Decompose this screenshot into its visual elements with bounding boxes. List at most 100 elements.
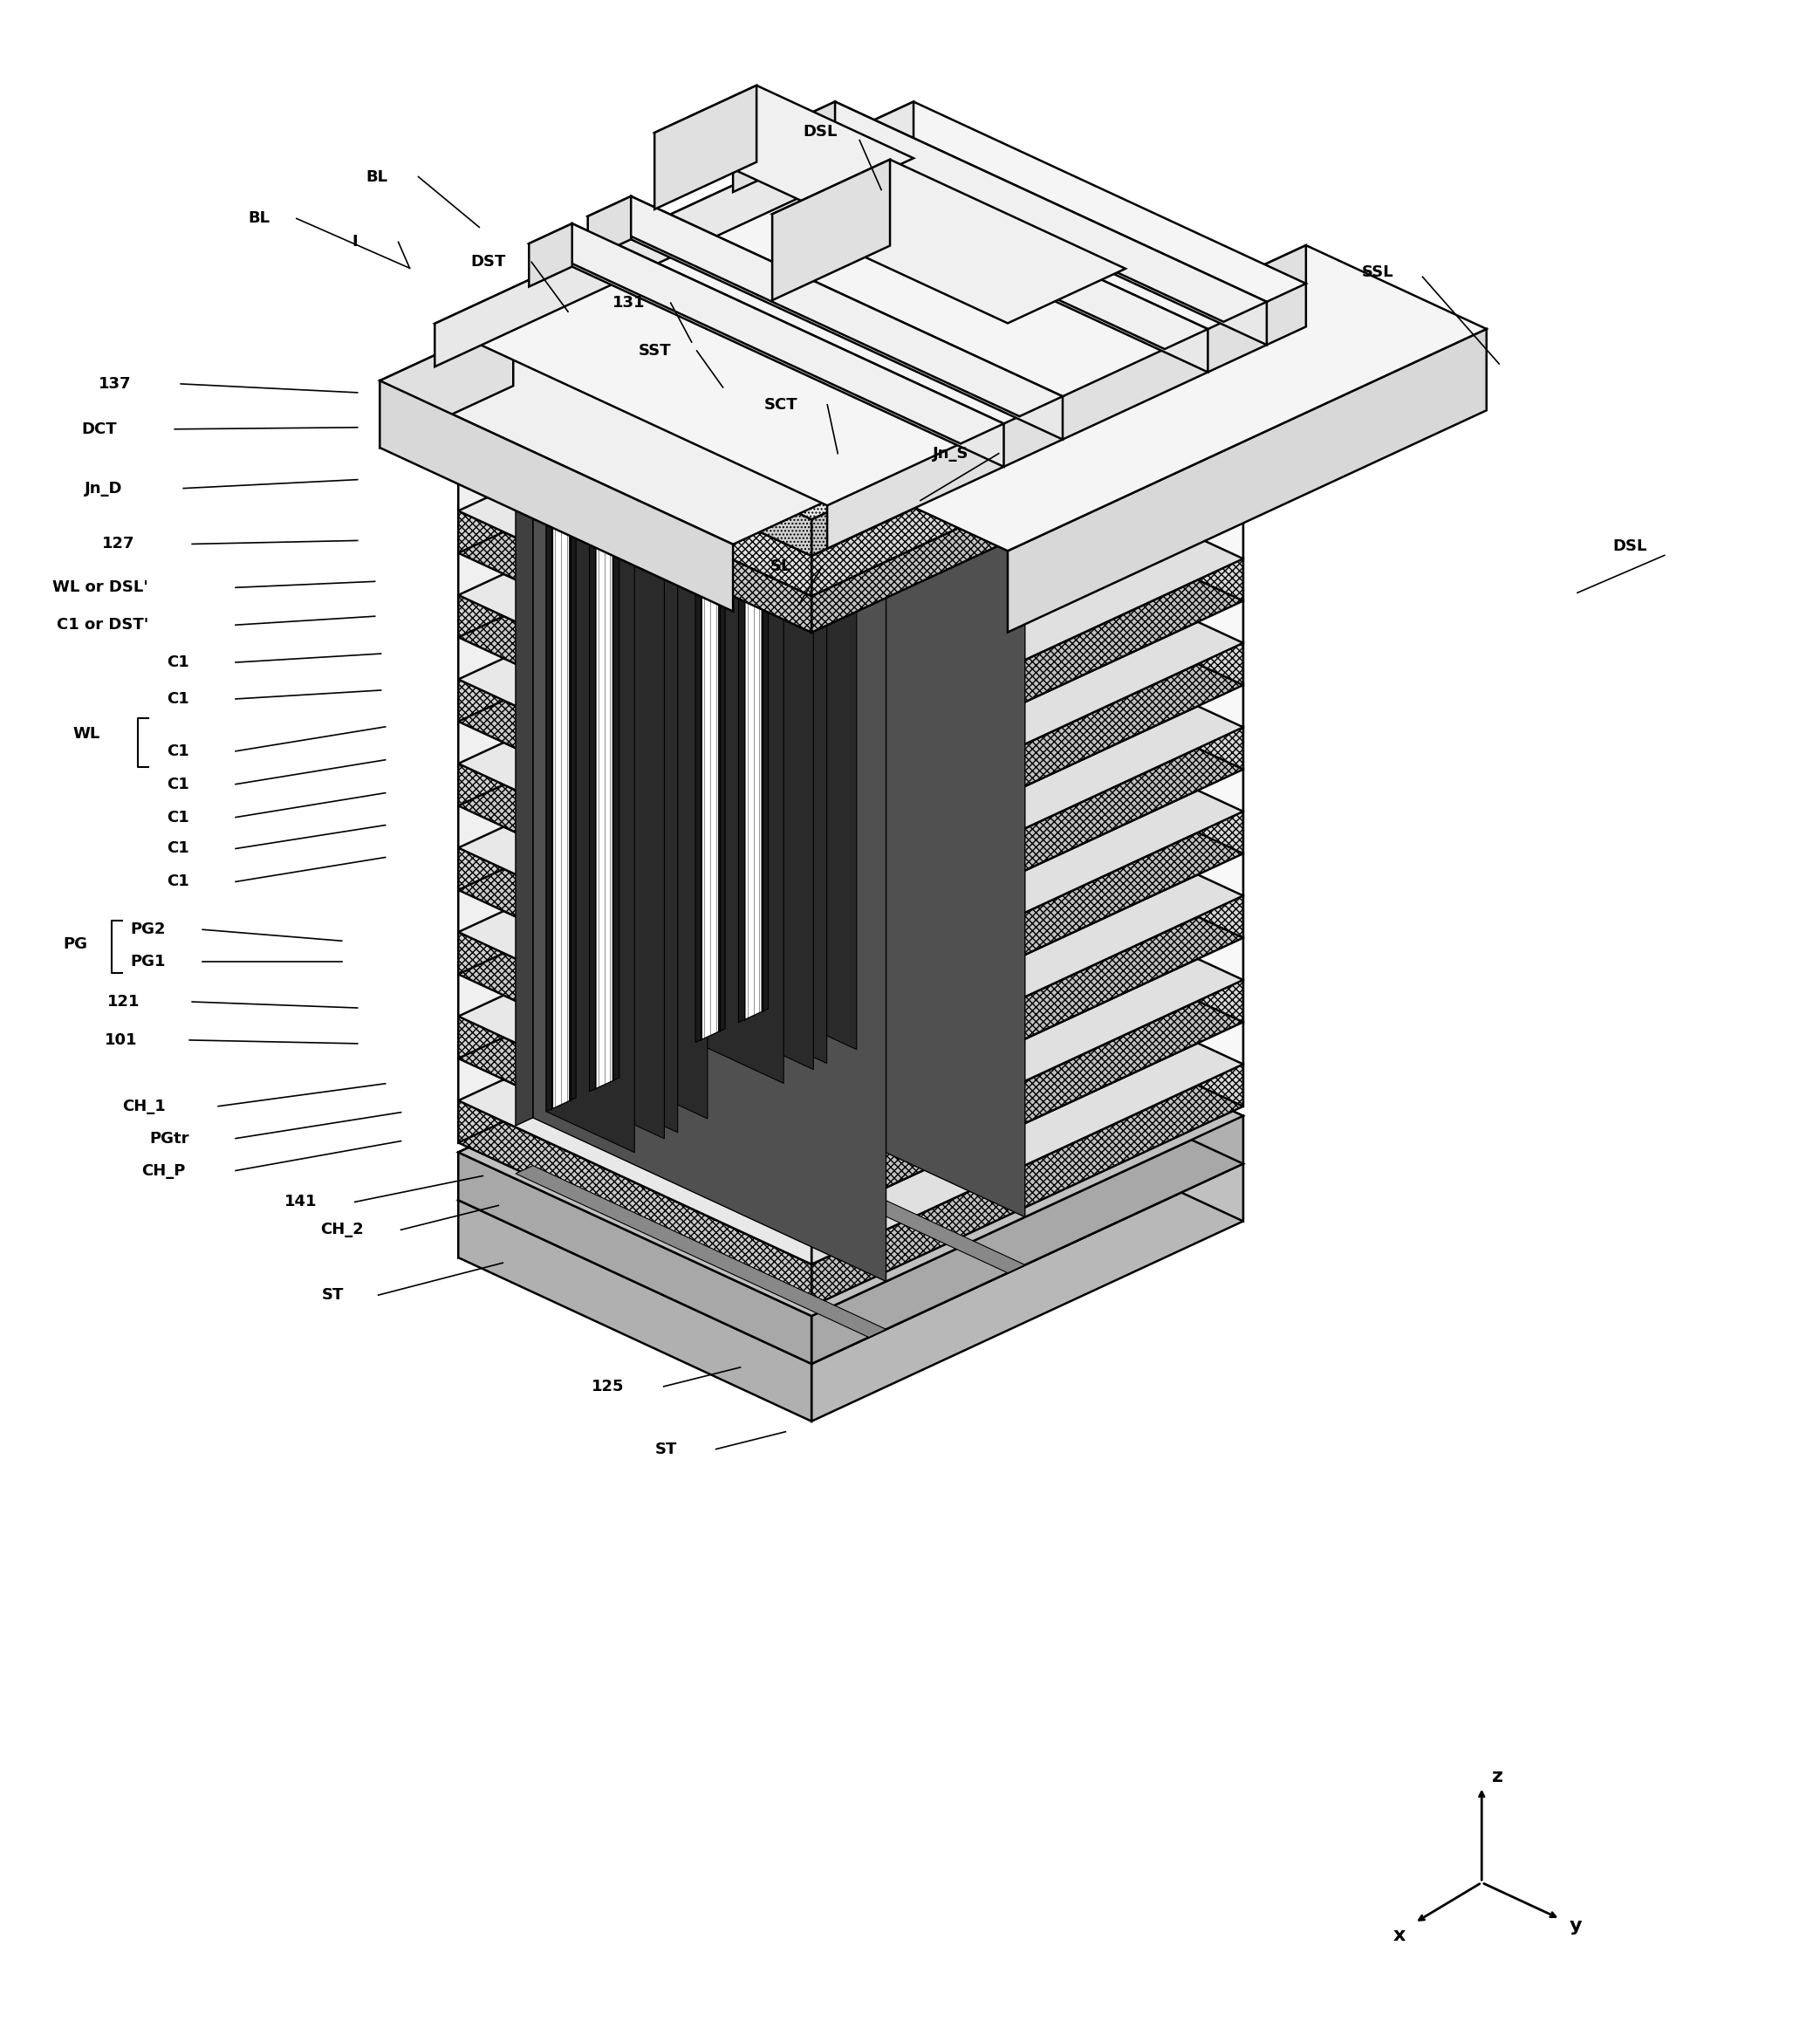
Polygon shape (703, 348, 719, 1039)
Text: C1: C1 (167, 810, 189, 825)
Text: PGtr: PGtr (149, 1130, 189, 1146)
Polygon shape (812, 517, 1243, 758)
Polygon shape (590, 394, 619, 1091)
Text: Jn_D: Jn_D (84, 481, 122, 497)
Text: 141: 141 (284, 1194, 317, 1211)
Polygon shape (571, 224, 1005, 467)
Polygon shape (380, 319, 513, 449)
Text: DSL: DSL (803, 123, 837, 139)
Polygon shape (739, 340, 826, 1063)
Polygon shape (890, 521, 1243, 728)
Polygon shape (459, 1059, 812, 1265)
Polygon shape (733, 129, 1208, 350)
Polygon shape (459, 192, 1243, 556)
Polygon shape (553, 416, 570, 1108)
Polygon shape (459, 521, 890, 764)
Polygon shape (459, 849, 812, 1053)
Polygon shape (459, 469, 812, 675)
Polygon shape (655, 370, 1025, 542)
Text: PG: PG (64, 936, 87, 952)
Polygon shape (1008, 329, 1487, 633)
Text: SST: SST (639, 344, 672, 358)
Polygon shape (546, 428, 635, 1152)
Polygon shape (890, 816, 1243, 1023)
Polygon shape (380, 380, 733, 612)
Polygon shape (890, 269, 1243, 475)
Text: WL or DSL': WL or DSL' (53, 580, 149, 596)
Polygon shape (459, 564, 890, 806)
Polygon shape (459, 479, 890, 721)
Polygon shape (744, 327, 763, 1019)
Polygon shape (890, 1000, 1243, 1221)
Text: ST: ST (655, 1441, 677, 1457)
Polygon shape (459, 1000, 1243, 1364)
Polygon shape (459, 156, 1243, 519)
Polygon shape (812, 600, 1243, 843)
Polygon shape (459, 1200, 812, 1421)
Polygon shape (590, 408, 677, 1132)
Polygon shape (459, 806, 812, 1013)
Text: x: x (1392, 1928, 1405, 1944)
Polygon shape (812, 432, 1243, 675)
Polygon shape (812, 770, 1243, 1013)
Polygon shape (890, 859, 1243, 1065)
Polygon shape (459, 594, 812, 800)
Polygon shape (459, 901, 890, 1142)
Text: C1: C1 (167, 776, 189, 792)
Polygon shape (812, 1164, 1243, 1421)
Text: C1: C1 (167, 841, 189, 857)
Polygon shape (530, 224, 1005, 445)
Polygon shape (459, 774, 890, 1017)
Polygon shape (588, 196, 1063, 416)
Text: C1: C1 (167, 873, 189, 889)
Polygon shape (459, 511, 812, 717)
Polygon shape (577, 414, 664, 1138)
Polygon shape (890, 732, 1243, 938)
Text: C1: C1 (167, 744, 189, 760)
Polygon shape (792, 101, 835, 166)
Polygon shape (588, 196, 632, 259)
Polygon shape (812, 1023, 1243, 1265)
Polygon shape (459, 679, 812, 885)
Polygon shape (515, 1166, 886, 1338)
Polygon shape (772, 160, 1125, 323)
Polygon shape (459, 432, 812, 633)
Text: DSL: DSL (1613, 540, 1647, 554)
Text: SL: SL (770, 558, 792, 574)
Polygon shape (533, 435, 886, 1281)
Polygon shape (459, 952, 890, 1200)
Text: 125: 125 (592, 1378, 624, 1394)
Polygon shape (655, 370, 672, 1061)
Polygon shape (775, 129, 1208, 372)
Polygon shape (812, 356, 1243, 596)
Polygon shape (459, 356, 812, 556)
Polygon shape (890, 564, 1243, 770)
Polygon shape (459, 637, 812, 843)
Polygon shape (890, 774, 1243, 980)
Polygon shape (459, 354, 890, 594)
Polygon shape (835, 101, 1267, 346)
Polygon shape (459, 932, 812, 1138)
Polygon shape (546, 414, 664, 469)
Text: 131: 131 (613, 295, 646, 311)
Polygon shape (459, 192, 890, 432)
Text: 121: 121 (107, 994, 140, 1010)
Polygon shape (812, 895, 1243, 1138)
Text: DST: DST (470, 255, 506, 271)
Text: ST: ST (322, 1287, 344, 1304)
Polygon shape (459, 554, 812, 758)
Polygon shape (890, 952, 1243, 1164)
Polygon shape (812, 812, 1243, 1053)
Polygon shape (459, 952, 1243, 1316)
Text: BL: BL (248, 210, 269, 226)
Polygon shape (459, 889, 812, 1095)
Polygon shape (530, 224, 571, 287)
Text: I: I (351, 234, 359, 251)
Polygon shape (655, 85, 757, 210)
Text: 127: 127 (102, 536, 135, 552)
Text: Jn_S: Jn_S (934, 447, 968, 461)
Polygon shape (812, 853, 1243, 1095)
Polygon shape (695, 360, 784, 1083)
Text: z: z (1492, 1768, 1503, 1785)
Polygon shape (812, 558, 1243, 800)
